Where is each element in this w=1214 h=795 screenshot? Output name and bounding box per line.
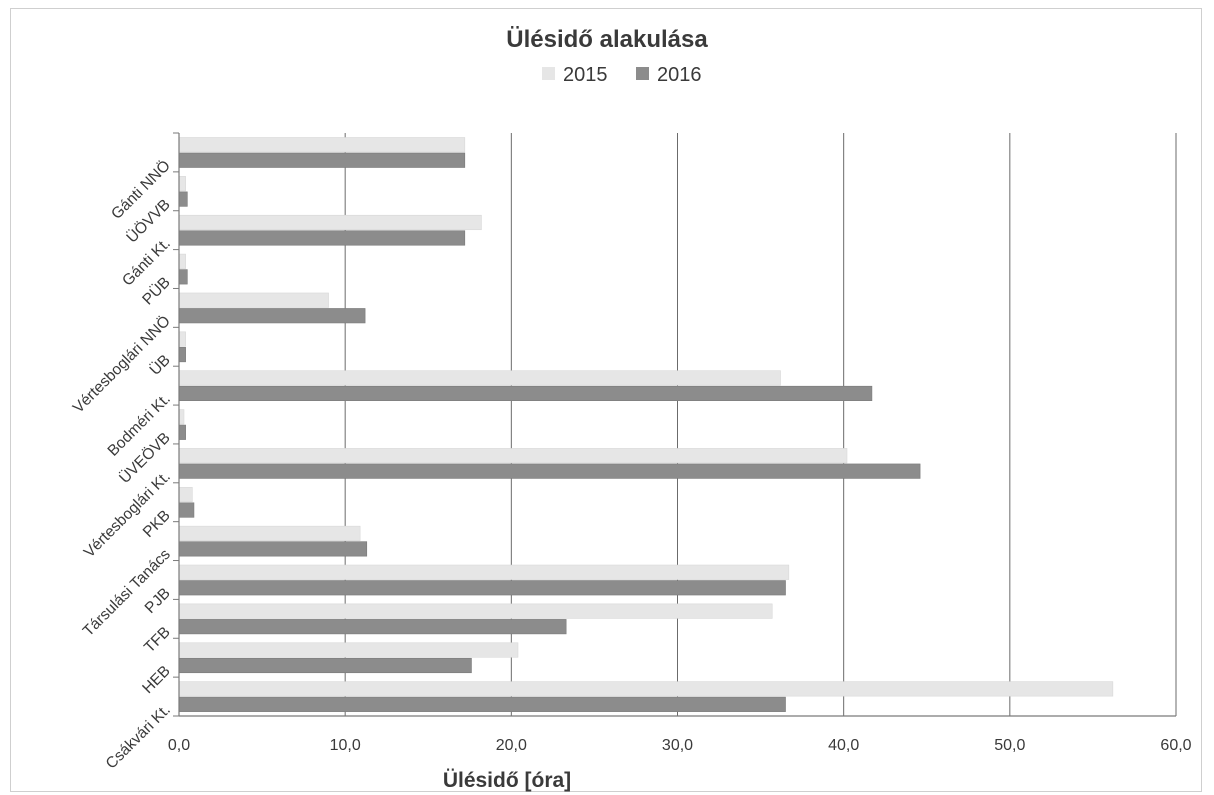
category-label: PJB [142, 585, 174, 617]
chart-frame: Ülésidő alakulása 2015 2016 0,0 10,0 20,0 3… [10, 8, 1202, 792]
bar-2015 [178, 176, 186, 192]
bar-2016 [178, 191, 188, 207]
bar-2016 [178, 230, 466, 246]
x-tick-label: 50,0 [994, 737, 1025, 754]
legend-swatch-2016 [636, 67, 649, 80]
bar-2016 [178, 385, 873, 402]
bar-2015 [178, 370, 781, 386]
x-axis-title: Ülésidő [óra] [443, 769, 571, 792]
x-tick-label: 20,0 [496, 737, 527, 754]
bar-2015 [178, 681, 1114, 697]
bar-2016 [178, 424, 186, 440]
category-label: ÜB [146, 351, 174, 379]
bar-2015 [178, 448, 848, 464]
legend: 2015 2016 [542, 64, 702, 86]
bar-2015 [178, 214, 482, 231]
category-label: HEB [139, 663, 174, 698]
legend-label-2016: 2016 [657, 64, 702, 86]
legend-label-2015: 2015 [563, 64, 608, 86]
bar-2016 [178, 347, 186, 363]
bar-2016 [178, 541, 368, 557]
bar-2016 [178, 619, 567, 635]
legend-swatch-2015 [542, 67, 555, 80]
category-label: TFB [141, 624, 174, 657]
bar-2016 [178, 463, 921, 479]
bar-2016 [178, 152, 466, 168]
bar-2015 [178, 331, 186, 347]
gridlines [344, 133, 1177, 716]
chart-title: Ülésidő alakulása [506, 26, 708, 53]
bar-2015 [178, 642, 519, 658]
bar-2015 [178, 137, 466, 153]
bar-2015 [178, 486, 193, 503]
axes [173, 132, 1176, 717]
bar-2015 [178, 409, 185, 425]
category-label: Csákvári Kt. [103, 701, 174, 772]
x-tick-labels: 0,0 10,0 20,0 30,0 40,0 50,0 60,0 [168, 737, 1192, 754]
bar-2015 [178, 253, 186, 269]
bar-2016 [178, 657, 472, 674]
bar-2015 [178, 292, 329, 308]
x-tick-label: 60,0 [1160, 737, 1191, 754]
bar-2016 [178, 580, 786, 596]
x-tick-label: 10,0 [330, 737, 361, 754]
bar-chart: Ülésidő alakulása 2015 2016 0,0 10,0 20,0 3… [69, 26, 1192, 792]
x-tick-label: 30,0 [662, 737, 693, 754]
x-tick-label: 0,0 [168, 737, 190, 754]
x-tick-label: 40,0 [828, 737, 859, 754]
bar-2016 [178, 502, 195, 518]
bars [178, 137, 1114, 712]
bar-2016 [178, 696, 786, 712]
bar-2015 [178, 525, 361, 541]
category-label: PÜB [139, 273, 174, 308]
bar-2016 [178, 308, 366, 324]
bar-2015 [178, 564, 790, 580]
bar-2016 [178, 269, 188, 285]
bar-2015 [178, 603, 773, 619]
category-label: PKB [140, 507, 174, 541]
